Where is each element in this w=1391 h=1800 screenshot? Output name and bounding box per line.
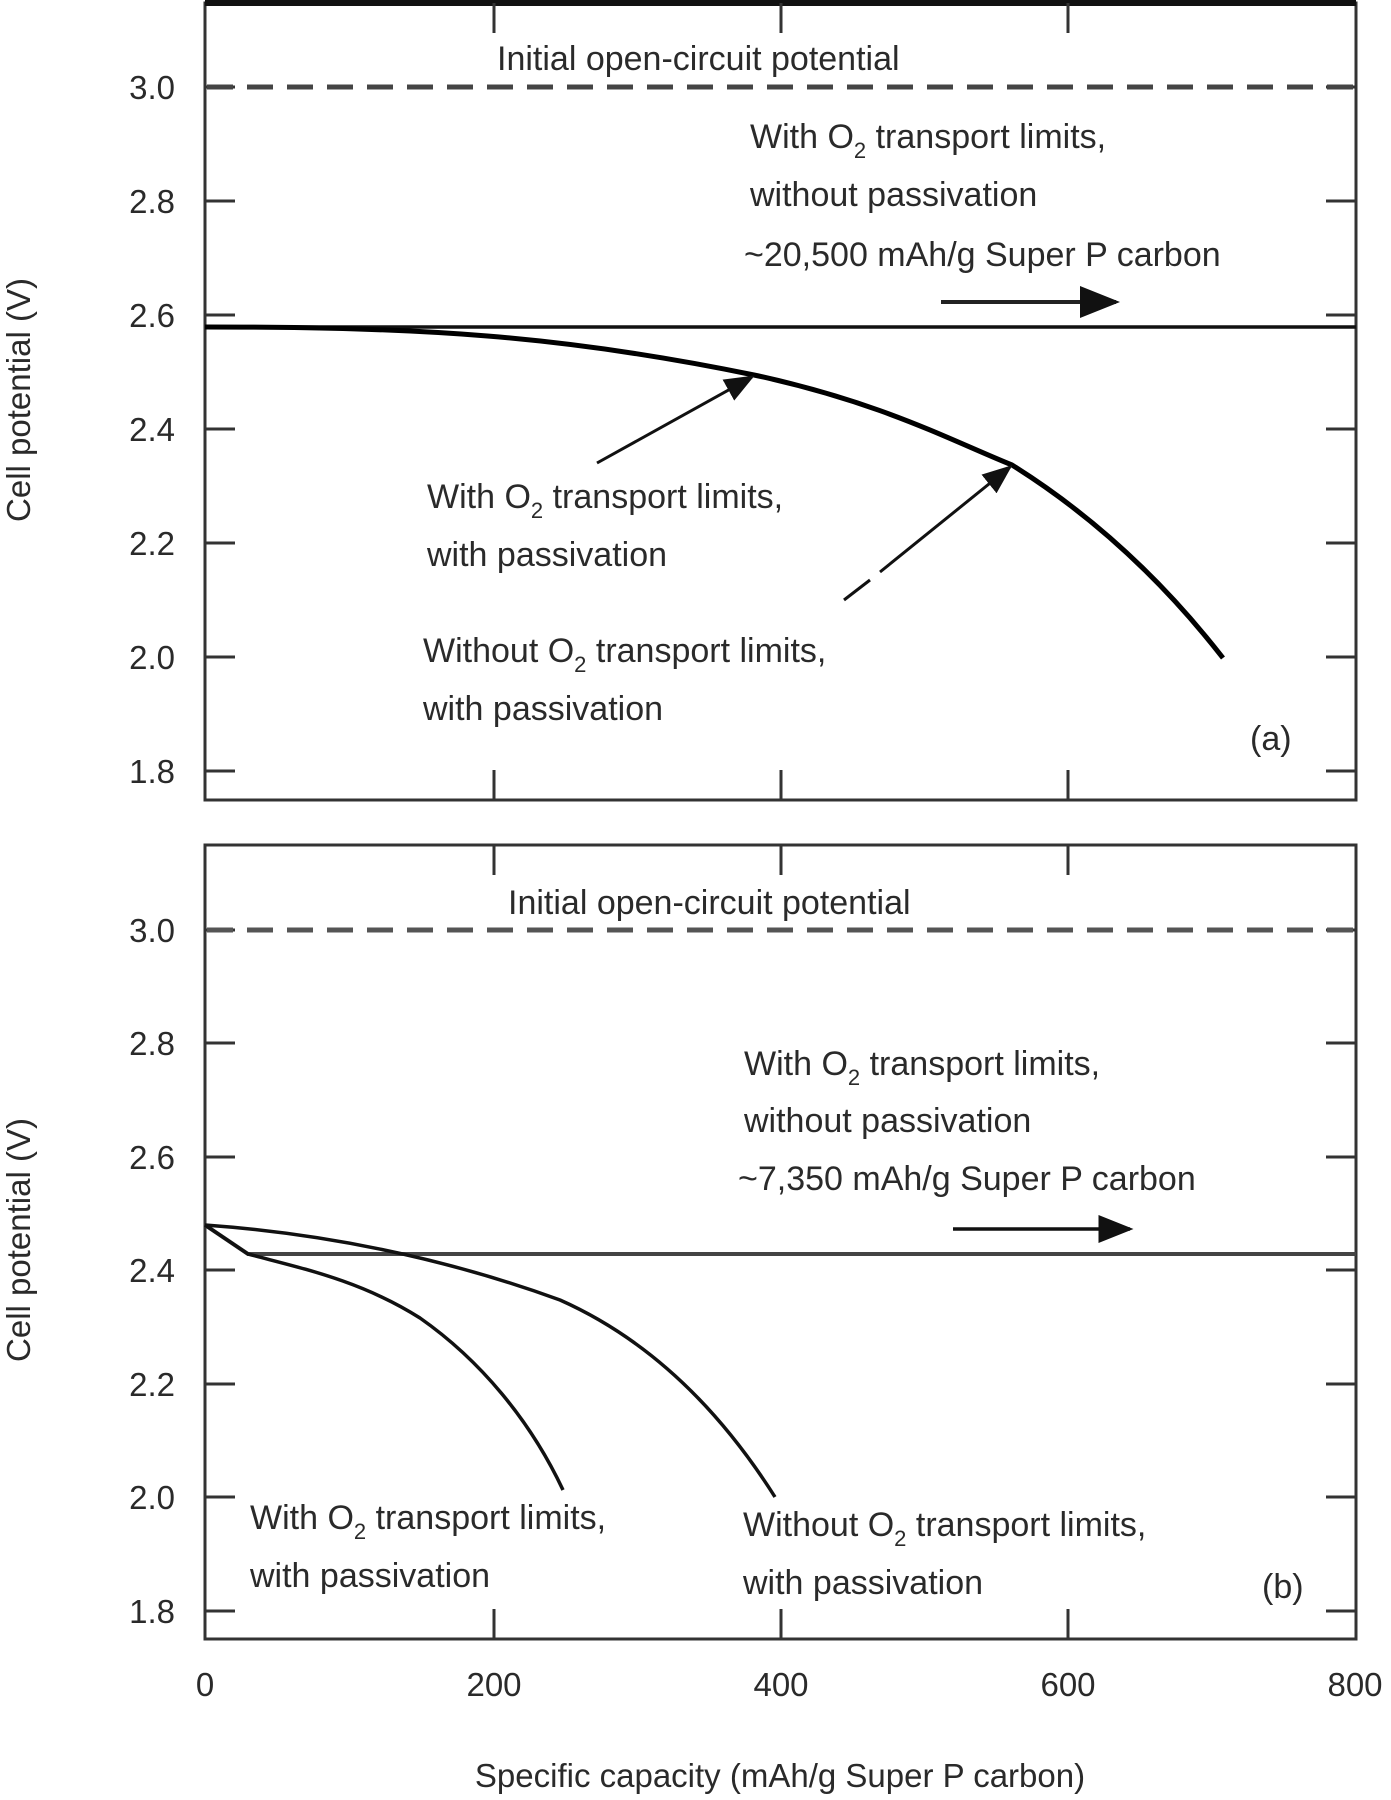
y-tick-label: 2.8 [129, 1025, 175, 1062]
svg-text:with passivation: with passivation [742, 1564, 983, 1602]
panel-b-label: (b) [1262, 1568, 1304, 1606]
panel-a-x-ticks [492, 3, 1070, 800]
x-tick-label: 200 [466, 1666, 521, 1703]
x-axis-title: Specific capacity (mAh/g Super P carbon) [475, 1757, 1085, 1794]
x-tick-label: 0 [196, 1666, 214, 1703]
svg-text:With O2 transport limits,: With O2 transport limits, [750, 118, 1106, 163]
y-tick-label: 2.2 [129, 1366, 175, 1403]
x-tick-labels: 0 200 400 600 800 [196, 1666, 1383, 1703]
svg-text:without passivation: without passivation [749, 176, 1037, 214]
panel-b-y-tick-labels: 3.0 2.8 2.6 2.4 2.2 2.0 1.8 [129, 912, 175, 1630]
panel-b-with-o2-curve [204, 1223, 565, 1491]
y-tick-label: 2.6 [129, 297, 175, 334]
x-tick-label: 400 [753, 1666, 808, 1703]
y-tick-label: 2.2 [129, 525, 175, 562]
y-tick-label: 2.6 [129, 1139, 175, 1176]
panel-b-annotation-flat: With O2 transport limits, without passiv… [738, 1045, 1196, 1243]
svg-text:~7,350 mAh/g Super P carbon: ~7,350 mAh/g Super P carbon [738, 1160, 1196, 1198]
svg-text:Without O2 transport limits,: Without O2 transport limits, [423, 632, 826, 677]
panel-a: 3.0 2.8 2.6 2.4 2.2 2.0 1.8 Cell potenti… [0, 0, 1358, 802]
panel-b-y-axis-title: Cell potential (V) [0, 1118, 37, 1362]
panel-a-annotation-with-o2: With O2 transport limits, with passivati… [426, 375, 783, 574]
y-tick-label: 2.0 [129, 1479, 175, 1516]
panel-a-y-tick-labels: 3.0 2.8 2.6 2.4 2.2 2.0 1.8 [129, 69, 175, 790]
panel-a-label: (a) [1250, 720, 1292, 758]
svg-text:With O2 transport limits,: With O2 transport limits, [427, 478, 783, 523]
arrow-icon [879, 465, 1013, 574]
panel-a-passivation-curve [204, 324, 1225, 660]
y-tick-label: 2.0 [129, 639, 175, 676]
y-tick-label: 1.8 [129, 1593, 175, 1630]
svg-text:Without O2 transport limits,: Without O2 transport limits, [743, 1506, 1146, 1551]
svg-text:With O2 transport limits,: With O2 transport limits, [250, 1499, 606, 1544]
x-tick-label: 600 [1040, 1666, 1095, 1703]
y-tick-label: 3.0 [129, 69, 175, 106]
y-tick-label: 3.0 [129, 912, 175, 949]
svg-text:with passivation: with passivation [249, 1557, 490, 1595]
panel-b-annotation-without-o2: Without O2 transport limits, with passiv… [742, 1506, 1146, 1602]
x-tick-label: 800 [1327, 1666, 1382, 1703]
svg-text:With O2 transport limits,: With O2 transport limits, [744, 1045, 1100, 1090]
svg-text:with passivation: with passivation [426, 536, 667, 574]
y-tick-label: 2.4 [129, 411, 175, 448]
panel-a-annotation-without-o2: Without O2 transport limits, with passiv… [422, 465, 1013, 728]
dashed-segment [843, 578, 871, 602]
svg-text:~20,500 mAh/g Super P carbon: ~20,500 mAh/g Super P carbon [744, 236, 1221, 274]
panel-a-y-ticks [205, 85, 1356, 773]
panel-b-ocp-label: Initial open-circuit potential [508, 884, 911, 922]
panel-a-annotation-flat: With O2 transport limits, without passiv… [744, 118, 1221, 318]
y-tick-label: 2.8 [129, 183, 175, 220]
arrow-icon [596, 375, 755, 465]
svg-text:without passivation: without passivation [743, 1102, 1031, 1140]
panel-b-x-ticks [492, 845, 1070, 1639]
panel-a-ocp-label: Initial open-circuit potential [497, 40, 900, 78]
panel-a-y-axis-title: Cell potential (V) [0, 278, 37, 522]
y-tick-label: 2.4 [129, 1252, 175, 1289]
svg-text:with passivation: with passivation [422, 690, 663, 728]
y-tick-label: 1.8 [129, 753, 175, 790]
panel-b-without-o2-curve [204, 1223, 777, 1498]
panel-b-annotation-with-o2: With O2 transport limits, with passivati… [249, 1499, 606, 1595]
panel-b: 3.0 2.8 2.6 2.4 2.2 2.0 1.8 Cell potenti… [0, 843, 1383, 1794]
